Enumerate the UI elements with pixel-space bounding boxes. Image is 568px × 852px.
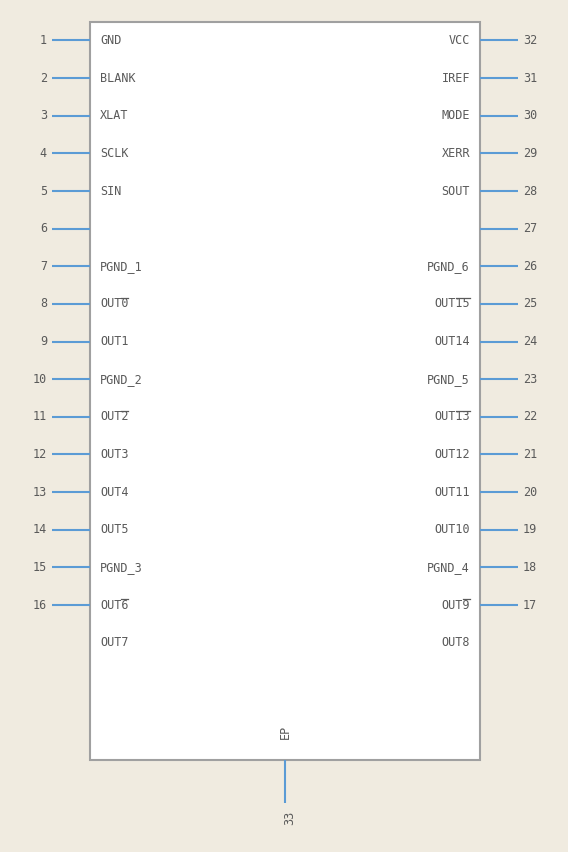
Text: SCLK: SCLK [100, 147, 128, 160]
Text: OUT13: OUT13 [435, 411, 470, 423]
Text: OUT5: OUT5 [100, 523, 128, 536]
Text: 20: 20 [523, 486, 537, 498]
Text: 27: 27 [523, 222, 537, 235]
Text: BLANK: BLANK [100, 72, 136, 84]
Text: MODE: MODE [441, 109, 470, 122]
Text: 6: 6 [40, 222, 47, 235]
Text: PGND_5: PGND_5 [427, 372, 470, 386]
Text: PGND_2: PGND_2 [100, 372, 143, 386]
Text: 13: 13 [33, 486, 47, 498]
Text: 7: 7 [40, 260, 47, 273]
Text: OUT10: OUT10 [435, 523, 470, 536]
Text: PGND_3: PGND_3 [100, 561, 143, 574]
Text: OUT15: OUT15 [435, 297, 470, 310]
Text: OUT6: OUT6 [100, 598, 128, 612]
Text: 15: 15 [33, 561, 47, 574]
Text: OUT7: OUT7 [100, 636, 128, 649]
Text: 28: 28 [523, 185, 537, 198]
Text: IREF: IREF [441, 72, 470, 84]
Text: 16: 16 [33, 598, 47, 612]
Text: 24: 24 [523, 335, 537, 348]
Text: 29: 29 [523, 147, 537, 160]
Text: 22: 22 [523, 411, 537, 423]
Text: 26: 26 [523, 260, 537, 273]
Text: PGND_4: PGND_4 [427, 561, 470, 574]
Text: 5: 5 [40, 185, 47, 198]
Text: OUT11: OUT11 [435, 486, 470, 498]
Text: SIN: SIN [100, 185, 122, 198]
Text: 1: 1 [40, 34, 47, 47]
Text: OUT4: OUT4 [100, 486, 128, 498]
Text: XLAT: XLAT [100, 109, 128, 122]
Text: 4: 4 [40, 147, 47, 160]
Text: OUT12: OUT12 [435, 448, 470, 461]
Text: OUT0: OUT0 [100, 297, 128, 310]
Text: OUT14: OUT14 [435, 335, 470, 348]
Text: 23: 23 [523, 372, 537, 386]
Text: OUT9: OUT9 [441, 598, 470, 612]
Text: OUT8: OUT8 [441, 636, 470, 649]
Text: 21: 21 [523, 448, 537, 461]
Text: EP: EP [278, 725, 291, 740]
Text: 19: 19 [523, 523, 537, 536]
Text: 9: 9 [40, 335, 47, 348]
Text: 30: 30 [523, 109, 537, 122]
Text: 12: 12 [33, 448, 47, 461]
Text: 10: 10 [33, 372, 47, 386]
Text: 3: 3 [40, 109, 47, 122]
Text: VCC: VCC [449, 34, 470, 47]
Text: 33: 33 [283, 811, 296, 826]
Text: 8: 8 [40, 297, 47, 310]
Text: 31: 31 [523, 72, 537, 84]
Text: OUT2: OUT2 [100, 411, 128, 423]
Text: 25: 25 [523, 297, 537, 310]
Text: 11: 11 [33, 411, 47, 423]
Text: 14: 14 [33, 523, 47, 536]
Text: SOUT: SOUT [441, 185, 470, 198]
Text: XERR: XERR [441, 147, 470, 160]
Text: PGND_6: PGND_6 [427, 260, 470, 273]
Text: 2: 2 [40, 72, 47, 84]
Text: GND: GND [100, 34, 122, 47]
Text: PGND_1: PGND_1 [100, 260, 143, 273]
Text: 17: 17 [523, 598, 537, 612]
Text: 18: 18 [523, 561, 537, 574]
Text: OUT3: OUT3 [100, 448, 128, 461]
Text: 32: 32 [523, 34, 537, 47]
Bar [90, 22, 480, 760]
Text: OUT1: OUT1 [100, 335, 128, 348]
